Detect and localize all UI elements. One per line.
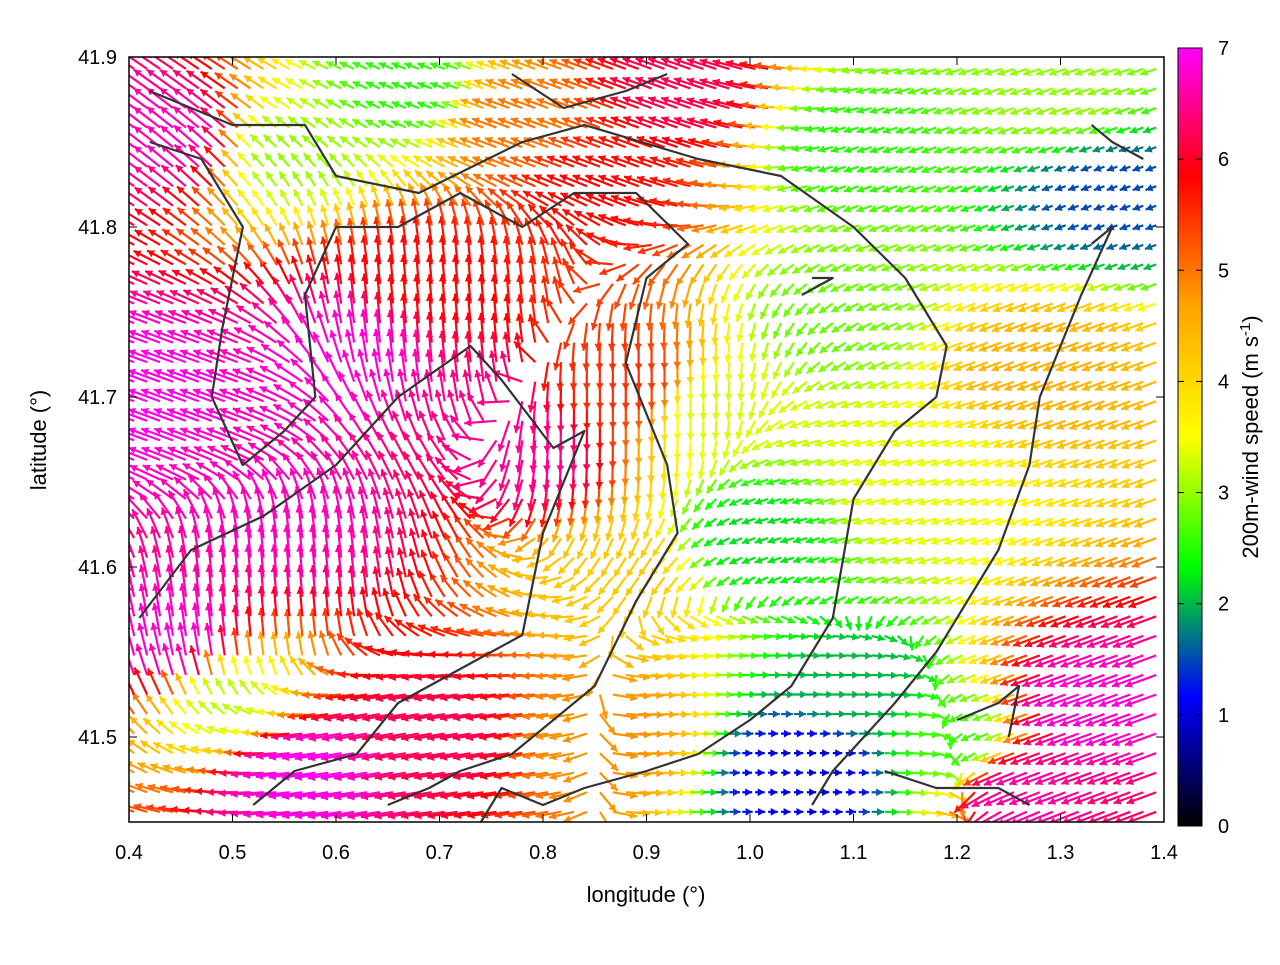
wind-vector-head [966,830,973,838]
wind-vector-head [112,760,120,767]
wind-vector-head [111,496,119,504]
wind-vector-head [105,271,113,278]
wind-vector-head [102,349,110,356]
wind-vector-head [104,465,112,472]
wind-vector-head [102,369,110,376]
wind-vector-head [120,251,128,258]
wind-vector-head [108,210,116,217]
wind-vector-head [118,510,125,518]
wind-vector-head [121,188,129,195]
wind-vector-head [121,230,129,237]
wind-vector-head [103,310,111,317]
wind-vector-head [119,692,126,700]
wind-vector-head [106,482,114,489]
plot-background [129,57,1164,822]
wind-vector-head [121,802,129,809]
wind-vector-head [110,781,118,788]
wind-vector-head [121,667,128,675]
wind-vector-head [104,290,112,297]
wind-vector-head [606,825,613,833]
wind-vector-head [109,802,117,809]
wind-vector-head [121,209,129,216]
wind-vector-head [103,447,111,454]
wind-vector-head [115,408,123,415]
wind-vector-head [115,427,123,434]
wind-vector-head [959,829,966,837]
wind-vector-head [107,251,115,258]
wind-vector-head [102,427,110,434]
wind-vector-head [116,447,124,454]
wind-vector-head [116,310,124,317]
wind-vector-head [108,188,116,195]
wind-vector-head [102,330,110,337]
wind-vector-head [117,465,125,472]
wind-vector-head [119,271,127,278]
wind-vector-head [115,369,123,376]
wind-vector-head [117,290,125,297]
wind-vector-head [963,824,971,831]
wind-vector-head [117,715,125,723]
wind-vector-head [119,481,127,488]
wind-vector-head [122,528,129,536]
wind-vector-head [115,330,123,337]
wind-vector-head [115,349,123,356]
